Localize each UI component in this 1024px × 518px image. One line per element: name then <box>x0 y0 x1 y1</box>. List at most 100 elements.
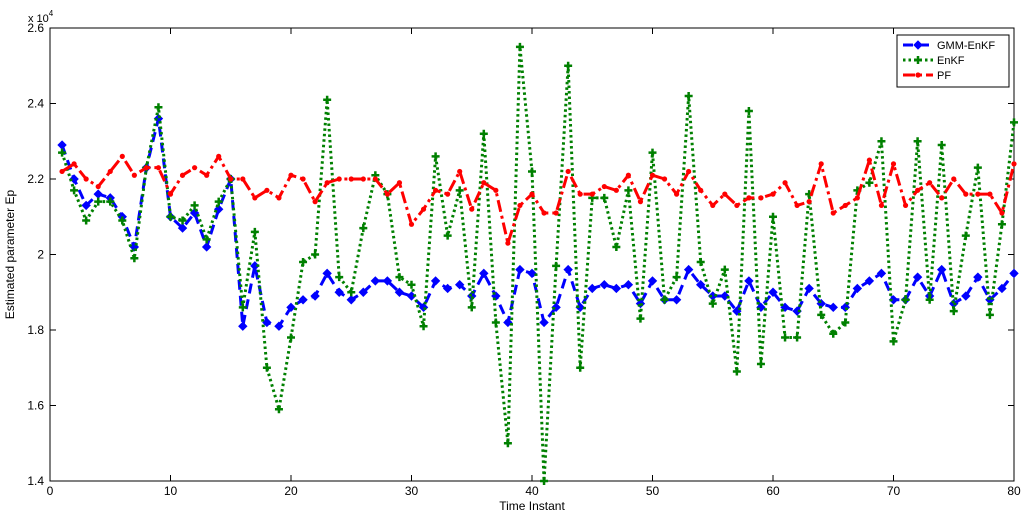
data-point-pf <box>445 191 451 197</box>
data-point-pf <box>625 172 632 178</box>
data-point-gmm-enkf <box>430 276 441 286</box>
data-point-pf <box>71 161 77 167</box>
data-point-pf <box>59 168 65 175</box>
data-point-pf <box>264 187 270 193</box>
data-point-pf <box>83 176 89 182</box>
data-point-pf <box>300 176 306 182</box>
data-point-gmm-enkf <box>695 279 706 290</box>
data-point-pf <box>517 202 523 209</box>
x-tick-label: 80 <box>1007 484 1021 498</box>
data-point-pf <box>758 195 764 201</box>
data-point-pf <box>565 168 571 175</box>
y-tick-label: 1.6 <box>27 399 44 413</box>
data-point-enkf <box>1010 118 1018 127</box>
y-tick-label: 2.2 <box>27 172 44 186</box>
data-point-enkf <box>901 295 910 304</box>
data-point-pf <box>240 176 246 182</box>
data-point-enkf <box>190 201 199 210</box>
data-point-pf <box>866 157 873 163</box>
data-point-pf <box>649 172 656 178</box>
legend-marker-pf <box>915 72 921 78</box>
data-point-pf <box>167 191 174 197</box>
data-point-gmm-enkf <box>310 291 320 301</box>
data-point-enkf <box>817 310 826 319</box>
data-point-gmm-enkf <box>876 268 887 279</box>
data-point-enkf <box>540 477 549 485</box>
data-point-gmm-enkf <box>177 223 188 233</box>
data-point-enkf <box>214 197 223 206</box>
data-point-enkf <box>419 322 428 331</box>
data-point-pf <box>119 153 125 159</box>
data-point-enkf <box>961 231 970 240</box>
data-point-enkf <box>250 227 259 236</box>
data-point-enkf <box>552 261 561 270</box>
data-point-gmm-enkf <box>201 242 212 252</box>
data-point-pf <box>1011 161 1017 167</box>
legend-label-gmm-enkf: GMM-EnKF <box>937 40 995 52</box>
data-point-enkf <box>600 193 609 202</box>
data-point-pf <box>553 210 559 216</box>
data-point-enkf <box>407 280 416 289</box>
data-point-gmm-enkf <box>997 283 1007 294</box>
data-point-pf <box>806 199 812 205</box>
data-point-enkf <box>467 303 476 312</box>
data-point-pf <box>939 195 945 201</box>
data-point-gmm-enkf <box>768 287 778 297</box>
data-point-gmm-enkf <box>852 283 863 294</box>
data-point-gmm-enkf <box>961 291 971 301</box>
data-point-enkf <box>769 212 777 221</box>
data-point-gmm-enkf <box>936 264 947 275</box>
y-axis-exponent-base: x 10 <box>28 13 49 25</box>
axes: 0 10 20 30 40 50 60 70 80 1.4 1.6 1.8 2 2.2 2.4 2.6 <box>27 21 1021 498</box>
data-point-gmm-enkf <box>1009 268 1019 279</box>
data-point-enkf <box>648 148 657 157</box>
data-point-pf <box>999 210 1005 216</box>
data-point-gmm-enkf <box>647 276 658 286</box>
data-point-pf <box>830 210 836 216</box>
x-tick-label: 60 <box>766 484 780 498</box>
data-point-enkf <box>937 141 946 150</box>
data-point-enkf <box>443 231 452 240</box>
data-point-pf <box>107 168 113 175</box>
legend-label-enkf: EnKF <box>937 55 965 67</box>
data-point-enkf <box>335 273 344 282</box>
x-tick-label: 40 <box>525 484 539 498</box>
data-point-enkf <box>395 273 404 282</box>
y-axis-exponent-power: 4 <box>49 9 54 18</box>
data-point-pf <box>360 176 366 182</box>
data-point-pf <box>216 153 222 159</box>
data-point-gmm-enkf <box>69 174 79 184</box>
x-tick-label: 30 <box>405 484 419 498</box>
data-point-gmm-enkf <box>238 321 248 331</box>
data-point-pf <box>794 202 800 209</box>
data-point-gmm-enkf <box>792 306 802 316</box>
data-point-enkf <box>660 295 669 304</box>
data-point-enkf <box>576 363 585 372</box>
data-point-gmm-enkf <box>322 268 332 279</box>
data-point-pf <box>131 172 137 178</box>
data-point-pf <box>722 191 728 197</box>
data-point-pf <box>601 183 607 190</box>
legend-marker-gmm-enkf <box>913 40 923 50</box>
data-point-enkf <box>106 197 115 206</box>
data-point-gmm-enkf <box>804 283 814 294</box>
data-point-enkf <box>347 288 356 297</box>
data-point-gmm-enkf <box>744 276 754 286</box>
data-point-pf <box>878 202 885 209</box>
data-point-pf <box>95 183 101 190</box>
data-point-pf <box>842 202 848 209</box>
data-point-enkf <box>82 216 91 225</box>
data-point-pf <box>987 191 993 197</box>
legend-label-pf: PF <box>937 70 951 82</box>
data-point-pf <box>890 161 897 167</box>
data-point-enkf <box>118 216 127 225</box>
data-point-gmm-enkf <box>539 317 549 328</box>
data-point-gmm-enkf <box>358 287 369 297</box>
data-point-enkf <box>274 405 283 414</box>
data-point-pf <box>686 168 692 175</box>
data-point-gmm-enkf <box>346 295 356 305</box>
data-point-pf <box>420 206 427 212</box>
data-point-pf <box>372 176 378 182</box>
data-point-enkf <box>997 220 1006 229</box>
